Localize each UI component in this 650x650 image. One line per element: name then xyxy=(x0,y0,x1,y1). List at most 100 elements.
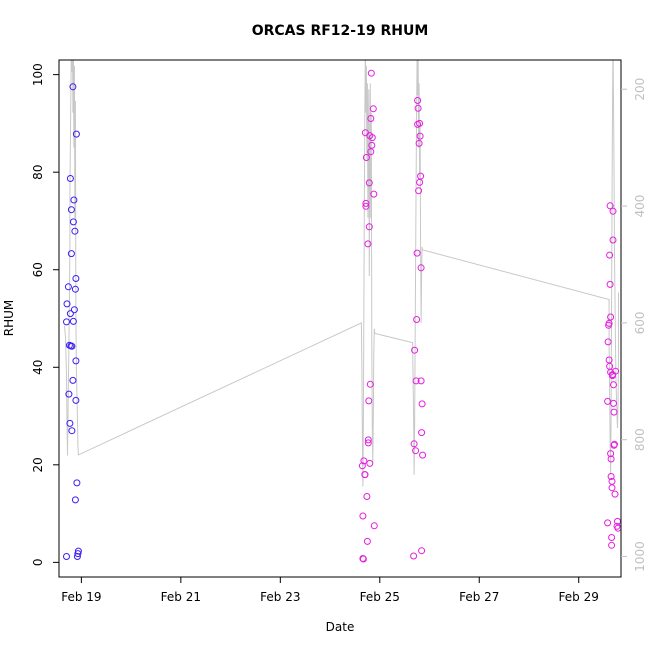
y2-tick-label: 800 xyxy=(633,428,647,451)
data-point-series-1 xyxy=(70,196,78,204)
data-point-series-2 xyxy=(368,134,376,142)
y-tick-label: 0 xyxy=(31,559,45,567)
data-point-series-2 xyxy=(414,104,422,112)
data-point-series-2 xyxy=(416,119,424,127)
data-point-series-2 xyxy=(368,141,376,149)
data-point-series-2 xyxy=(361,471,369,479)
data-point-series-2 xyxy=(412,447,420,455)
x-tick-label: Feb 23 xyxy=(260,590,300,604)
data-point-series-2 xyxy=(363,537,371,545)
x-tick-label: Feb 21 xyxy=(161,590,201,604)
data-point-series-2 xyxy=(362,154,370,161)
data-point-series-2 xyxy=(604,397,612,405)
plot-frame xyxy=(58,59,622,578)
data-point-series-2 xyxy=(417,264,425,272)
data-point-series-2 xyxy=(606,280,614,288)
y-tick-label: 40 xyxy=(31,360,45,375)
data-point-series-2 xyxy=(606,202,614,210)
chart-title: ORCAS RF12-19 RHUM xyxy=(252,23,429,39)
y-tick-label: 20 xyxy=(31,457,45,472)
data-point-series-1 xyxy=(63,318,70,326)
data-point-series-2 xyxy=(610,408,618,416)
data-point-series-1 xyxy=(73,479,81,487)
y2-tick-label: 1000 xyxy=(633,541,647,572)
data-point-series-2 xyxy=(609,236,617,244)
data-point-series-2 xyxy=(413,249,421,257)
data-point-series-2 xyxy=(414,97,422,104)
data-point-series-2 xyxy=(417,377,425,385)
data-point-series-2 xyxy=(419,451,427,459)
data-point-series-2 xyxy=(607,473,615,480)
data-point-series-2 xyxy=(604,519,612,527)
data-point-series-2 xyxy=(360,457,368,465)
x-tick-label: Feb 19 xyxy=(61,590,101,604)
data-point-series-1 xyxy=(67,250,75,258)
data-point-series-1 xyxy=(64,283,72,291)
data-point-series-1 xyxy=(74,547,82,555)
data-point-series-1 xyxy=(69,317,77,325)
data-point-series-1 xyxy=(63,553,70,560)
data-point-series-2 xyxy=(370,522,378,530)
x-tick-label: Feb 25 xyxy=(360,590,400,604)
data-point-series-1 xyxy=(72,275,80,282)
data-point-series-2 xyxy=(359,555,367,563)
data-point-series-1 xyxy=(72,357,80,365)
data-point-series-2 xyxy=(413,316,421,323)
data-point-series-2 xyxy=(604,338,612,346)
plot-area: Feb 19 Feb 21 Feb 23 Feb 25 Feb 27 Feb 29 0 20 4… xyxy=(31,59,647,604)
y-tick-label: 100 xyxy=(31,63,45,86)
data-point-series-2 xyxy=(605,319,613,327)
y-tick-label: 60 xyxy=(31,262,45,277)
data-point-series-1 xyxy=(71,285,79,293)
data-point-series-2 xyxy=(612,367,619,375)
data-point-series-1 xyxy=(69,218,77,226)
data-point-series-2 xyxy=(365,397,373,405)
data-point-series-2 xyxy=(611,440,618,448)
data-point-series-1 xyxy=(65,390,73,398)
data-point-series-1 xyxy=(68,342,76,350)
data-point-series-2 xyxy=(417,172,425,180)
data-point-series-2 xyxy=(411,346,419,354)
data-point-series-2 xyxy=(610,381,617,389)
data-point-series-2 xyxy=(412,377,420,385)
data-point-series-2 xyxy=(607,455,615,463)
data-point-series-2 xyxy=(606,251,614,259)
data-point-series-1 xyxy=(72,130,80,138)
data-point-series-2 xyxy=(607,313,615,321)
data-point-series-2 xyxy=(607,450,615,458)
data-point-series-2 xyxy=(610,399,617,407)
data-point-series-2 xyxy=(608,541,616,549)
data-point-series-2 xyxy=(366,380,374,388)
data-point-series-1 xyxy=(71,496,79,504)
data-point-series-2 xyxy=(363,493,371,500)
y2-tick-label: 400 xyxy=(633,195,647,218)
data-point-series-2 xyxy=(365,179,373,187)
data-point-series-2 xyxy=(415,187,423,195)
data-point-series-2 xyxy=(611,490,619,498)
data-point-series-2 xyxy=(608,484,616,492)
data-point-series-1 xyxy=(66,419,74,427)
data-point-series-2 xyxy=(364,436,372,444)
y2-tick-label: 200 xyxy=(633,78,647,101)
data-point-series-2 xyxy=(367,69,375,77)
data-point-series-1 xyxy=(69,376,77,384)
data-point-series-2 xyxy=(364,240,372,248)
data-point-series-1 xyxy=(67,206,75,214)
y-axis-label: RHUM xyxy=(2,300,16,337)
data-point-series-2 xyxy=(364,439,372,447)
data-point-series-2 xyxy=(410,440,418,448)
y2-tick-label: 600 xyxy=(633,311,647,334)
data-point-series-1 xyxy=(70,306,78,314)
x-tick-label: Feb 29 xyxy=(559,590,599,604)
data-point-series-2 xyxy=(366,459,374,467)
data-point-series-2 xyxy=(358,462,366,470)
data-point-series-2 xyxy=(365,223,373,231)
y-tick-label: 80 xyxy=(31,165,45,180)
data-point-series-2 xyxy=(367,115,375,122)
data-point-series-2 xyxy=(362,199,370,207)
data-point-series-2 xyxy=(418,547,426,555)
data-point-series-2 xyxy=(359,512,367,520)
data-point-series-2 xyxy=(609,207,617,215)
data-point-series-2 xyxy=(418,429,426,437)
